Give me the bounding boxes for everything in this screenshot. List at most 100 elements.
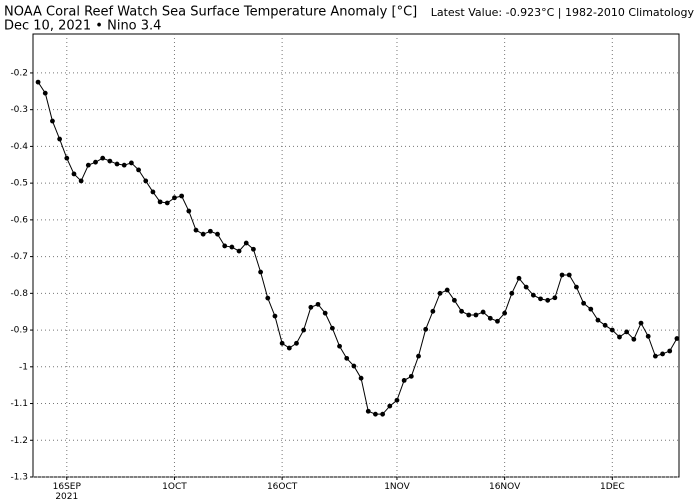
y-tick-label: -0.9	[10, 326, 28, 336]
data-point	[258, 269, 263, 275]
data-point	[329, 325, 335, 331]
data-point	[35, 79, 41, 85]
data-point	[530, 292, 536, 298]
data-point	[344, 355, 350, 361]
data-point	[631, 336, 637, 342]
data-point	[552, 295, 558, 301]
y-tick-label: -0.4	[10, 142, 28, 152]
y-tick-label: -1.3	[10, 473, 28, 483]
data-point	[322, 310, 328, 316]
data-line	[37, 81, 678, 415]
data-point	[71, 171, 77, 177]
data-point	[574, 284, 579, 290]
data-point	[660, 351, 665, 357]
data-point	[516, 275, 522, 281]
plot-frame	[32, 33, 680, 478]
data-point	[416, 353, 421, 359]
y-tick-label: -0.6	[10, 215, 28, 225]
y-tick-label: -1.2	[10, 436, 28, 446]
data-point	[595, 317, 601, 323]
data-point	[42, 90, 48, 96]
data-point	[538, 296, 543, 302]
data-point	[387, 403, 393, 409]
data-point	[559, 272, 565, 278]
data-point	[243, 240, 249, 246]
data-point	[229, 244, 235, 250]
data-point	[286, 345, 292, 351]
data-point	[279, 340, 285, 346]
data-point	[337, 343, 342, 349]
data-point	[473, 312, 479, 318]
y-tick-label: -0.5	[10, 179, 28, 189]
data-point	[351, 363, 357, 369]
data-point	[638, 320, 644, 326]
y-tick-label: -1.1	[10, 399, 28, 409]
data-point	[451, 297, 457, 303]
y-tick-label: -0.7	[10, 252, 28, 262]
data-point	[466, 312, 472, 318]
data-point	[207, 228, 213, 234]
data-point	[64, 155, 70, 161]
data-point	[107, 158, 113, 164]
data-point	[624, 329, 630, 335]
data-point	[602, 322, 608, 328]
data-point	[480, 309, 486, 315]
data-point	[93, 159, 98, 165]
data-point	[487, 315, 493, 321]
data-point	[430, 308, 436, 314]
x-tick-label: 16SEP 2021	[52, 482, 81, 500]
data-point	[150, 189, 156, 195]
data-point	[609, 327, 615, 333]
data-point	[143, 178, 149, 184]
y-tick-label: -0.2	[10, 68, 28, 78]
data-point	[78, 178, 84, 184]
data-point	[128, 160, 134, 166]
data-point	[251, 246, 256, 252]
data-point	[674, 336, 680, 341]
data-point	[495, 318, 500, 324]
data-point	[617, 334, 622, 340]
data-point	[193, 227, 199, 233]
data-point	[186, 208, 192, 214]
data-point	[157, 199, 163, 205]
data-point	[358, 375, 364, 381]
y-tick-label: -0.3	[10, 105, 28, 115]
data-point	[408, 373, 414, 379]
data-point	[100, 155, 106, 161]
x-tick-label: 16NOV	[488, 482, 521, 492]
x-tick-label: 1OCT	[162, 482, 187, 492]
data-point	[523, 284, 529, 290]
data-point	[437, 290, 443, 296]
data-point	[373, 411, 378, 417]
data-point	[236, 248, 242, 254]
data-point	[164, 200, 170, 206]
data-point	[215, 231, 220, 237]
data-point	[114, 161, 120, 167]
data-point	[502, 310, 508, 316]
data-point	[222, 243, 228, 249]
data-point	[588, 306, 594, 312]
data-point	[294, 340, 299, 346]
data-point	[394, 397, 400, 403]
annotation: Latest Value: -0.923°C | 1982-2010 Clima…	[431, 6, 695, 19]
x-tick-label: 1DEC	[599, 482, 625, 492]
data-point	[136, 167, 141, 173]
y-tick-label: -1	[19, 362, 28, 372]
data-point	[652, 353, 658, 359]
x-tick-label: 1NOV	[384, 482, 410, 492]
chart-subtitle: Dec 10, 2021 • Nino 3.4	[4, 19, 161, 34]
data-point	[265, 295, 271, 301]
data-point	[566, 272, 572, 278]
chart-title: NOAA Coral Reef Watch Sea Surface Temper…	[4, 5, 417, 20]
data-point	[459, 308, 464, 314]
data-point	[401, 377, 407, 383]
data-point	[57, 136, 63, 142]
data-point	[645, 333, 651, 339]
data-point	[581, 300, 586, 306]
data-point	[509, 290, 515, 296]
data-point	[200, 231, 206, 237]
data-point	[423, 326, 429, 332]
data-point	[50, 118, 55, 124]
